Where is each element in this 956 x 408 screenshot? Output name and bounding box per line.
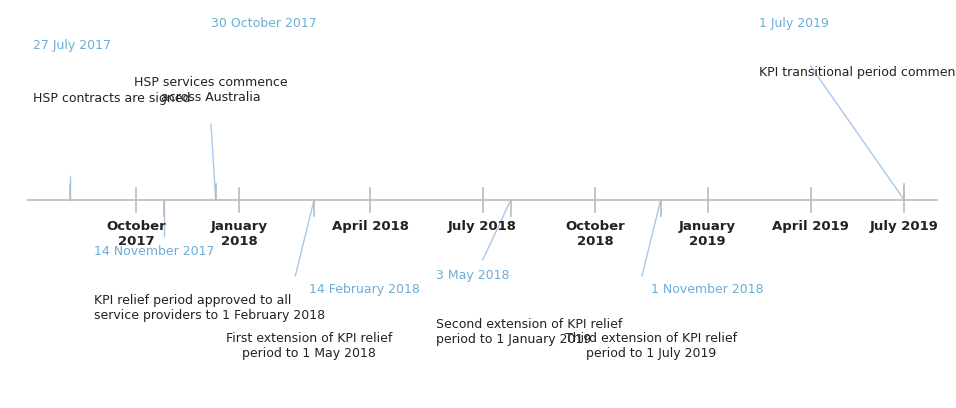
- Text: 30 October 2017: 30 October 2017: [211, 17, 316, 30]
- Text: October
2018: October 2018: [565, 220, 625, 248]
- Text: April 2019: April 2019: [772, 220, 849, 233]
- Text: 1 November 2018: 1 November 2018: [651, 283, 764, 296]
- Text: Third extension of KPI relief
period to 1 July 2019: Third extension of KPI relief period to …: [565, 332, 737, 360]
- Text: October
2017: October 2017: [106, 220, 166, 248]
- Text: HSP contracts are signed: HSP contracts are signed: [33, 92, 190, 105]
- Text: April 2018: April 2018: [332, 220, 409, 233]
- Text: 1 July 2019: 1 July 2019: [759, 17, 829, 30]
- Text: First extension of KPI relief
period to 1 May 2018: First extension of KPI relief period to …: [227, 332, 393, 360]
- Text: 14 February 2018: 14 February 2018: [310, 283, 421, 296]
- Text: 14 November 2017: 14 November 2017: [94, 245, 214, 258]
- Text: HSP services commence
across Australia: HSP services commence across Australia: [134, 76, 288, 104]
- Text: January
2019: January 2019: [679, 220, 736, 248]
- Text: KPI relief period approved to all
service providers to 1 February 2018: KPI relief period approved to all servic…: [94, 294, 325, 322]
- Text: January
2018: January 2018: [210, 220, 268, 248]
- Text: Second extension of KPI relief
period to 1 January 2019: Second extension of KPI relief period to…: [436, 318, 622, 346]
- Text: 27 July 2017: 27 July 2017: [33, 39, 111, 52]
- Text: KPI transitional period commenced: KPI transitional period commenced: [759, 66, 956, 79]
- Text: July 2018: July 2018: [448, 220, 517, 233]
- Text: 3 May 2018: 3 May 2018: [436, 269, 510, 282]
- Text: July 2019: July 2019: [870, 220, 939, 233]
